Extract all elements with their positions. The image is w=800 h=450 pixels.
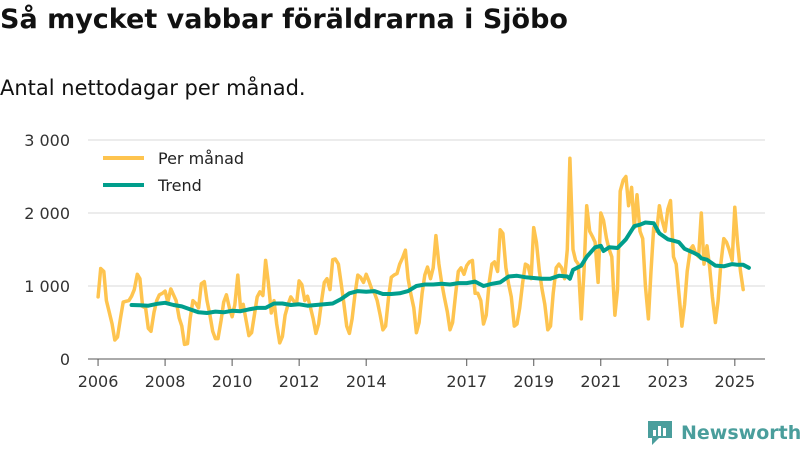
grid-lines xyxy=(88,139,765,360)
series-line-trend xyxy=(129,220,751,315)
y-tick-label: 1 000 xyxy=(24,277,70,296)
series-line-per-manad xyxy=(96,156,745,347)
x-tick-label: 2006 xyxy=(78,372,119,391)
x-tick-label: 2025 xyxy=(714,372,755,391)
bar-chart-logo-icon xyxy=(648,421,672,445)
line-chart: 0 1 000 2 000 3 000 2006 2008 2010 2012 2014 201… xyxy=(24,131,765,391)
legend-label: Trend xyxy=(157,176,202,195)
x-tick-label: 2010 xyxy=(212,372,253,391)
y-tick-label: 2 000 xyxy=(24,204,70,223)
series-lines xyxy=(96,156,751,347)
x-tick-label: 2012 xyxy=(279,372,320,391)
y-tick-label: 0 xyxy=(60,350,70,369)
chart-subtitle: Antal nettodagar per månad. xyxy=(0,76,306,100)
y-axis: 0 1 000 2 000 3 000 xyxy=(24,131,70,369)
y-tick-label: 3 000 xyxy=(24,131,70,150)
x-tick-label: 2008 xyxy=(145,372,186,391)
x-tick-label: 2019 xyxy=(513,372,554,391)
x-tick-label: 2023 xyxy=(647,372,688,391)
x-axis: 2006 2008 2010 2012 2014 2017 2019 2021 2023 2025 xyxy=(78,359,755,391)
brand-logo: Newsworthy xyxy=(645,418,800,448)
x-tick-label: 2021 xyxy=(580,372,621,391)
chart-title: Så mycket vabbar föräldrarna i Sjöbo xyxy=(0,4,568,35)
brand-name: Newsworthy xyxy=(681,422,800,444)
x-tick-label: 2014 xyxy=(346,372,387,391)
legend-label: Per månad xyxy=(158,149,244,168)
legend: Per månad Trend xyxy=(103,149,244,195)
x-tick-label: 2017 xyxy=(446,372,487,391)
